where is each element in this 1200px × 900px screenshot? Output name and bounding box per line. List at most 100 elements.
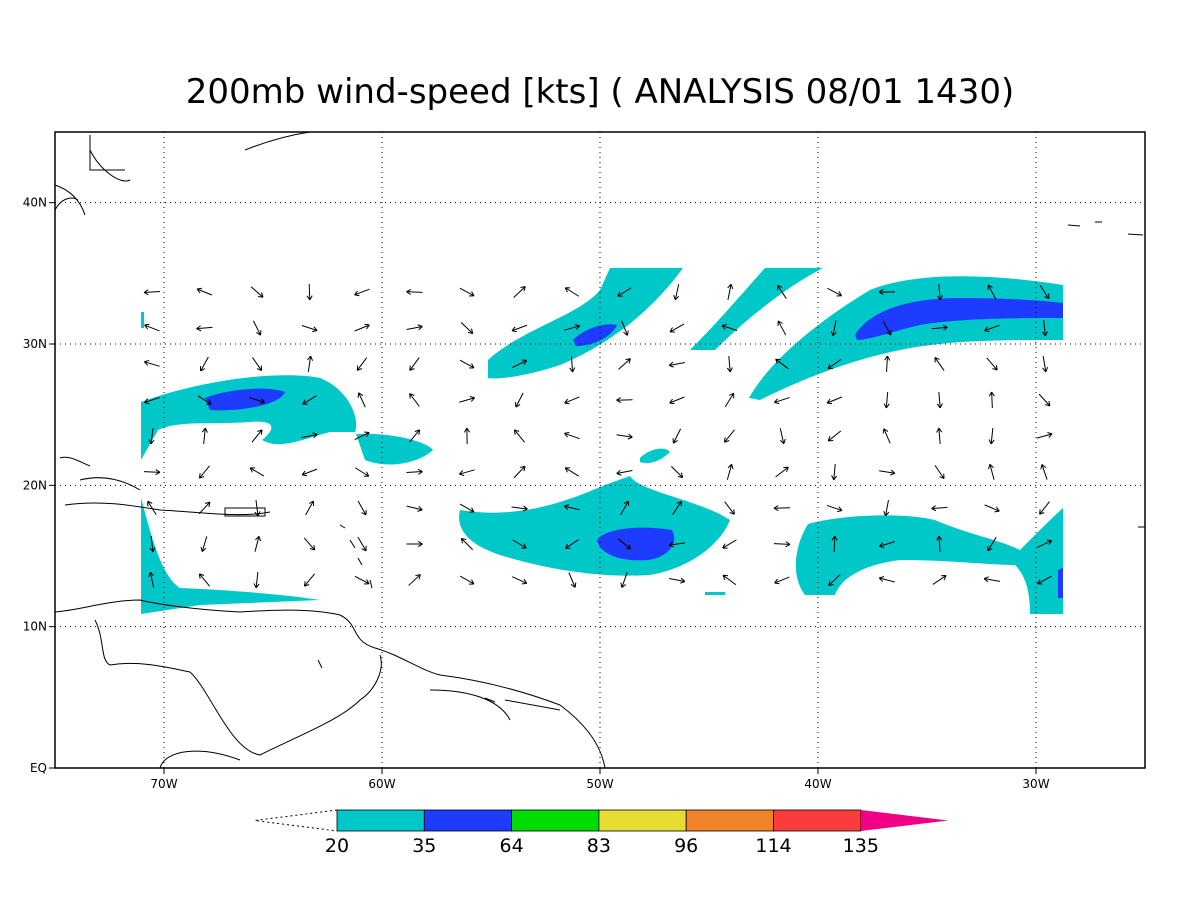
wind-arrow — [882, 320, 892, 336]
wind-arrow — [354, 467, 370, 477]
wind-arrow — [569, 355, 576, 373]
wind-arrow — [774, 397, 790, 405]
wind-arrow — [669, 323, 685, 333]
wind-arrow — [620, 572, 628, 588]
wind-arrow — [302, 395, 317, 405]
wind-arrow — [513, 429, 525, 443]
wind-arrow — [936, 283, 943, 301]
wind-arrow — [252, 357, 263, 372]
wind-arrow — [936, 391, 943, 409]
wind-arrow — [726, 355, 733, 373]
wind-arrow — [513, 465, 526, 479]
wind-arrow — [354, 575, 370, 585]
wind-arrow — [459, 396, 476, 403]
wind-arrow — [724, 429, 735, 443]
wind-arrow — [775, 358, 789, 370]
wind-arrow — [618, 358, 631, 370]
wind-arrow — [1042, 356, 1049, 373]
wind-arrow — [511, 505, 528, 512]
wind-arrow — [197, 395, 212, 405]
wind-arrow — [409, 429, 421, 443]
wind-arrow — [563, 504, 580, 511]
wind-arrow — [198, 465, 210, 479]
wind-arrow — [616, 469, 633, 476]
colorbar-label: 96 — [674, 835, 698, 857]
wind-arrow — [987, 536, 997, 552]
wind-arrow — [617, 287, 632, 297]
wind-arrow — [936, 427, 943, 445]
wind-arrow — [357, 500, 367, 516]
wind-arrow — [354, 323, 370, 332]
wind-arrow — [1041, 319, 1048, 337]
wind-arrow — [878, 541, 895, 549]
wind-arrow — [459, 287, 475, 297]
colorbar: 20 35 64 83 96 114 135 — [325, 809, 949, 857]
wind-arrow — [721, 323, 738, 331]
colorbar-label: 135 — [843, 835, 879, 857]
colorbar-segment — [773, 809, 862, 832]
wind-arrow — [303, 573, 315, 587]
wind-arrow — [200, 536, 208, 553]
wind-arrow — [305, 500, 315, 516]
colorbar-segment — [336, 809, 425, 832]
wind-arrow — [827, 430, 842, 442]
wind-arrow — [724, 392, 735, 408]
wind-arrow — [406, 541, 423, 548]
wind-arrow — [879, 469, 896, 476]
wind-arrow — [984, 504, 1000, 513]
wind-arrow — [986, 357, 998, 371]
wind-arrow — [460, 537, 474, 550]
wind-arrow — [987, 284, 997, 300]
colorbar-label: 114 — [755, 835, 791, 857]
lon-tick-label: 60W — [368, 777, 395, 791]
wind-arrow — [148, 428, 155, 445]
wind-arrow — [722, 574, 737, 586]
wind-arrow — [463, 427, 470, 445]
colorbar-segment — [685, 809, 774, 832]
wind-arrow — [878, 576, 895, 583]
wind-arrow — [830, 320, 837, 337]
wind-arrow — [826, 504, 843, 513]
colorbar-upper-extension — [860, 810, 949, 831]
wind-arrow — [722, 539, 737, 549]
wind-arrow — [616, 397, 633, 404]
wind-arrow — [773, 541, 791, 548]
wind-arrow — [831, 535, 838, 553]
wind-arrow — [143, 289, 161, 296]
wind-arrow — [301, 468, 318, 477]
colorbar-segment — [598, 809, 687, 832]
lat-tick-label: 30N — [23, 337, 47, 351]
wind-arrow — [301, 432, 318, 439]
wind-arrow — [931, 324, 948, 331]
wind-arrow — [406, 505, 423, 512]
wind-arrow — [406, 468, 423, 475]
wind-arrow — [409, 357, 420, 371]
wind-arrow — [254, 535, 261, 552]
wind-arrow — [988, 391, 995, 409]
wind-arrow — [1037, 539, 1053, 548]
wind-arrow — [148, 571, 155, 588]
wind-arrow — [620, 500, 630, 516]
wind-arrow — [149, 535, 156, 553]
wind-arrow — [828, 574, 841, 587]
wind-arrow — [458, 469, 475, 476]
wind-arrow — [988, 463, 995, 480]
wind-arrow — [827, 358, 842, 370]
wind-arrow — [198, 573, 211, 587]
wind-arrow — [199, 356, 209, 372]
wind-arrow — [460, 322, 474, 334]
wind-arrow — [512, 576, 528, 585]
wind-arrow — [777, 320, 787, 336]
wind-arrow — [147, 500, 157, 516]
wind-arrow — [777, 284, 787, 299]
wind-arrow — [932, 575, 947, 585]
coastlines — [54, 131, 1145, 769]
wind-arrow — [406, 324, 423, 331]
wind-arrow — [201, 427, 208, 445]
wind-arrow — [143, 469, 161, 476]
wind-arrow — [621, 320, 629, 336]
wind-arrow — [250, 286, 264, 298]
wind-arrow — [1039, 501, 1050, 515]
wind-arrow — [511, 324, 528, 333]
wind-arrow — [196, 325, 213, 332]
